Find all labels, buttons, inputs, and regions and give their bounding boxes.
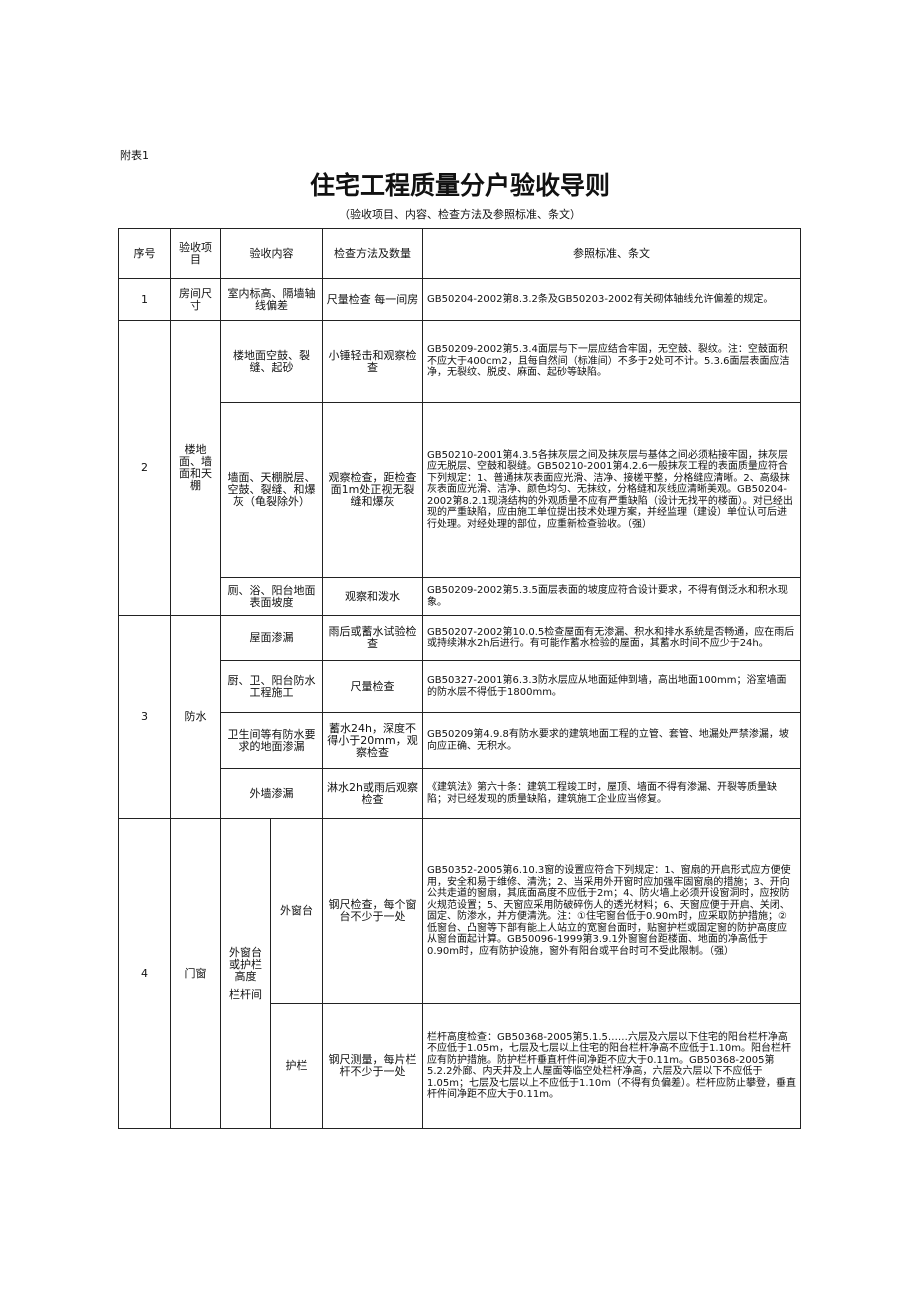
row-number: 3 (118, 615, 171, 819)
content-cell: 屋面渗漏 (220, 615, 323, 661)
table-row: 卫生间等有防水要求的地面渗漏 蓄水24h，深度不得小于20mm，观察检查 GB502… (119, 712, 801, 769)
standard-cell: GB50209-2002第5.3.4面层与下一层应结合牢固，无空鼓、裂纹。注：空… (422, 320, 801, 403)
subitem-text: 外窗台或护栏高度 (229, 945, 262, 983)
standard-cell: GB50207-2002第10.0.5检查屋面有无渗漏、积水和排水系统是否畅通，… (422, 615, 801, 661)
item-cell: 防水 (170, 615, 221, 819)
subitem-cell: 外窗台或护栏高度栏杆间 (220, 818, 271, 1129)
row-number: 2 (118, 320, 171, 616)
header-cell: 验收内容 (220, 228, 323, 279)
method-cell: 淋水2h或雨后观察检查 (322, 768, 423, 819)
appendix-label: 附表1 (120, 149, 149, 162)
method-cell: 钢尺检查，每个窗台不少于一处 (322, 818, 423, 1004)
content-cell: 外窗台 (270, 818, 323, 1004)
table-row: 护栏 钢尺测量，每片栏杆不少于一处 栏杆高度检查：GB50368-2005第5.1.… (119, 1003, 801, 1129)
table-row: 4 门窗 外窗台或护栏高度栏杆间 外窗台 钢尺检查，每个窗台不少于一处 GB50352-2… (118, 818, 801, 1129)
method-cell: 观察和泼水 (322, 577, 423, 616)
content-cell: 墙面、天棚脱层、空鼓、裂缝、和爆灰（龟裂除外） (220, 402, 323, 578)
table-row: 1 房间尺寸 室内标高、隔墙轴线偏差 尺量检查 每一间房 GB50204-2002第8.… (118, 278, 801, 321)
table-row: 厨、卫、阳台防水工程施工 尺量检查 GB50327-2001第6.3.3防水层应从地… (119, 660, 801, 713)
content-cell: 护栏 (270, 1003, 323, 1129)
content-cell: 楼地面空鼓、裂缝、起砂 (220, 320, 323, 403)
content-cell: 厕、浴、阳台地面表面坡度 (220, 577, 323, 616)
standard-cell: GB50210-2001第4.3.5各抹灰层之间及抹灰层与基体之间必须粘接牢固，… (422, 402, 801, 578)
table-row: 2 楼地面、墙面和天棚 楼地面空鼓、裂缝、起砂 小锤轻击和观察检查 GB50209-20… (118, 320, 801, 616)
item-cell: 房间尺寸 (170, 278, 221, 321)
standard-cell: GB50352-2005第6.10.3窗的设置应符合下列规定：1、窗扇的开启形式… (422, 818, 801, 1004)
standard-cell: GB50327-2001第6.3.3防水层应从地面延伸到墙，高出地面100mm；… (422, 660, 801, 713)
row-number: 4 (118, 818, 171, 1129)
title: 住宅工程质量分户验收导则 (309, 171, 610, 200)
table-row: 厕、浴、阳台地面表面坡度 观察和泼水 GB50209-2002第5.3.5面层表面的… (119, 577, 801, 616)
standard-cell: 栏杆高度检查：GB50368-2005第5.1.5……六层及六层以下住宅的阳台栏… (422, 1003, 801, 1129)
acceptance-table: 序号 验收项目 验收内容 检查方法及数量 参照标准、条文 1 房间尺寸 室内标高、隔墙轴线偏… (118, 228, 801, 1129)
table-row: 外墙渗漏 淋水2h或雨后观察检查 《建筑法》第六十条：建筑工程竣工时，屋顶、墙面不得… (119, 768, 801, 819)
standard-cell: GB50204-2002第8.3.2条及GB50203-2002有关砌体轴线允许… (422, 278, 801, 321)
header-cell: 序号 (118, 228, 171, 279)
subitem-text: 栏杆间 (229, 987, 262, 1001)
standard-cell: GB50209-2002第5.3.5面层表面的坡度应符合设计要求，不得有倒泛水和… (422, 577, 801, 616)
method-cell: 蓄水24h，深度不得小于20mm，观察检查 (322, 712, 423, 769)
method-cell: 观察检查，距检查面1m处正视无裂缝和爆灰 (322, 402, 423, 578)
standard-cell: 《建筑法》第六十条：建筑工程竣工时，屋顶、墙面不得有渗漏、开裂等质量缺陷；对已经… (422, 768, 801, 819)
method-cell: 小锤轻击和观察检查 (322, 320, 423, 403)
table-row: 墙面、天棚脱层、空鼓、裂缝、和爆灰（龟裂除外） 观察检查，距检查面1m处正视无裂缝… (119, 402, 801, 578)
item-cell: 楼地面、墙面和天棚 (170, 320, 221, 616)
header-cell: 参照标准、条文 (422, 228, 801, 279)
item-cell: 门窗 (170, 818, 221, 1129)
content-cell: 外墙渗漏 (220, 768, 323, 819)
subtitle: （验收项目、内容、检查方法及参照标准、条文） (339, 208, 581, 221)
content-cell: 卫生间等有防水要求的地面渗漏 (220, 712, 323, 769)
method-cell: 雨后或蓄水试验检查 (322, 615, 423, 661)
header-row: 序号 验收项目 验收内容 检查方法及数量 参照标准、条文 (118, 228, 801, 279)
method-cell: 尺量检查 每一间房 (322, 278, 423, 321)
method-cell: 尺量检查 (322, 660, 423, 713)
header-cell: 检查方法及数量 (322, 228, 423, 279)
method-cell: 钢尺测量，每片栏杆不少于一处 (322, 1003, 423, 1129)
content-cell: 厨、卫、阳台防水工程施工 (220, 660, 323, 713)
header-cell: 验收项目 (170, 228, 221, 279)
table-row: 3 防水 屋面渗漏 雨后或蓄水试验检查 GB50207-2002第10.0.5检查屋面有… (118, 615, 801, 819)
standard-cell: GB50209第4.9.8有防水要求的建筑地面工程的立管、套管、地漏处严禁渗漏，… (422, 712, 801, 769)
row-number: 1 (118, 278, 171, 321)
content-cell: 室内标高、隔墙轴线偏差 (220, 278, 323, 321)
